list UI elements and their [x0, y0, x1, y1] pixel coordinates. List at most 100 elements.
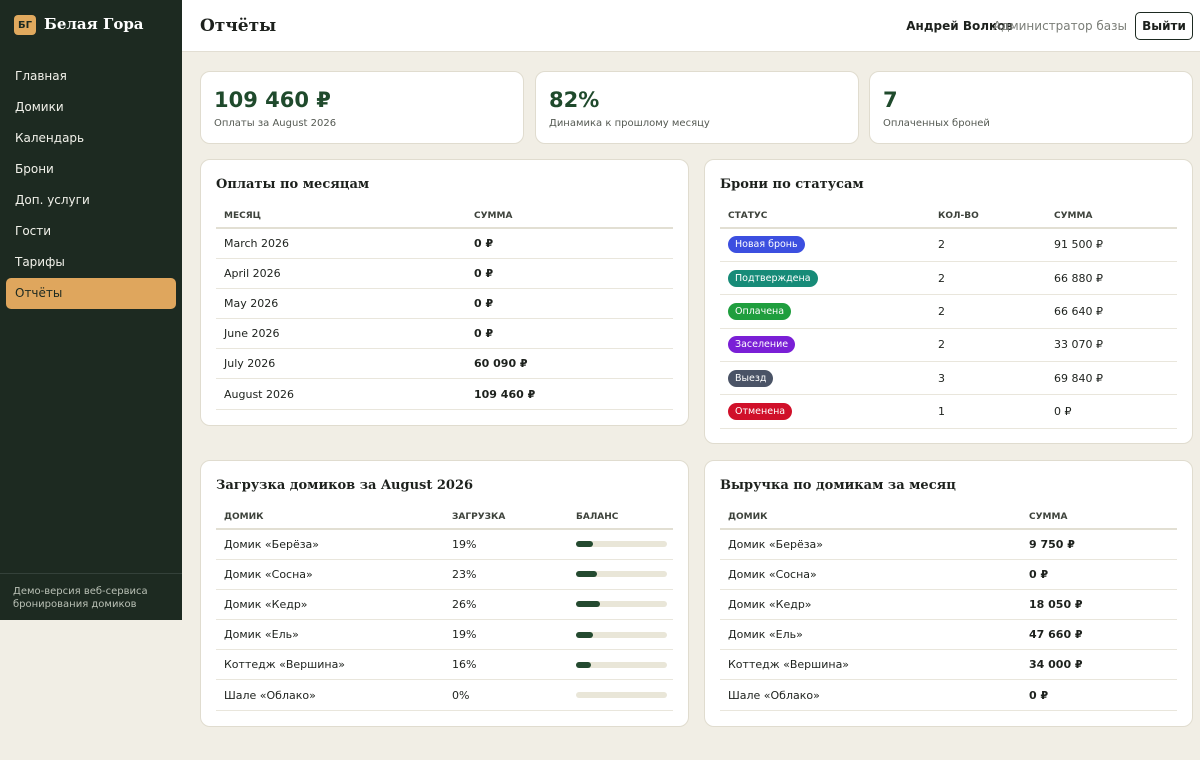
table-cell: 66 880 ₽ — [1046, 261, 1177, 296]
progress-track — [576, 541, 667, 548]
table-cell: Домик «Ель» — [216, 619, 444, 651]
column-header: СУММА — [1046, 204, 1177, 229]
table-cell: 23% — [444, 559, 568, 590]
table-cell: 66 640 ₽ — [1046, 294, 1177, 329]
table-body: Новая бронь 2 91 500 ₽ Подтверждена 2 66 880 … — [720, 228, 1177, 429]
table-row: Шале «Облако» 0 ₽ — [720, 679, 1177, 711]
nav-item[interactable]: Домики — [15, 100, 64, 114]
column-header: ЗАГРУЗКА — [444, 505, 568, 530]
nav-item[interactable]: Доп. услуги — [15, 193, 90, 207]
table-cell: Шале «Облако» — [720, 679, 1021, 711]
stat-label: Оплаты за August 2026 — [214, 118, 337, 129]
table: МЕСЯЦ СУММА March 2026 0 ₽ April 2026 0 ₽ May … — [216, 204, 673, 410]
table-cell: 33 070 ₽ — [1046, 328, 1177, 363]
table-cell: Шале «Облако» — [216, 679, 444, 711]
table-row: Домик «Ель» 19% — [216, 619, 673, 651]
column-header: ДОМИК — [216, 505, 444, 530]
header-row: ДОМИК ЗАГРУЗКА БАЛАНС — [216, 505, 673, 530]
nav-item[interactable]: Тарифы — [15, 255, 65, 269]
table-cell: 34 000 ₽ — [1021, 649, 1177, 681]
table-cell: Домик «Сосна» — [720, 559, 1021, 590]
progress-fill — [576, 541, 594, 548]
table-row: August 2026 109 460 ₽ — [216, 378, 673, 410]
table-cell: 0 ₽ — [466, 288, 673, 320]
table-row: Подтверждена 2 66 880 ₽ — [720, 261, 1177, 296]
table-cell: Домик «Кедр» — [216, 589, 444, 621]
nav-item[interactable]: Главная — [15, 69, 67, 83]
progress-fill — [576, 571, 597, 578]
panel: Выручка по домикам за месяц ДОМИК СУММА Дом… — [704, 460, 1193, 727]
table-body: Домик «Берёза» 19% Домик «Сосна» 23% Домик «… — [216, 529, 673, 711]
table-head: МЕСЯЦ СУММА — [216, 204, 673, 229]
table-cell: 26% — [444, 589, 568, 621]
logout-button[interactable]: Выйти — [1135, 12, 1193, 40]
progress-track — [576, 692, 667, 699]
table-cell: Отменена — [720, 394, 930, 429]
stat-card: 109 460 ₽ Оплаты за August 2026 — [200, 71, 524, 144]
user-name: Андрей Волков — [906, 19, 1013, 33]
user-role: Администратор базы — [993, 19, 1127, 33]
table: СТАТУС КОЛ-ВО СУММА Новая бронь 2 91 500 ₽ Под… — [720, 204, 1177, 429]
table-row: Домик «Сосна» 0 ₽ — [720, 559, 1177, 590]
table-cell: 19% — [444, 619, 568, 651]
status-badge: Заселение — [728, 336, 796, 354]
table-body: Домик «Берёза» 9 750 ₽ Домик «Сосна» 0 ₽ Дом… — [720, 529, 1177, 711]
table-cell: 16% — [444, 649, 568, 681]
table-cell: 2 — [930, 261, 1046, 296]
column-header: КОЛ-ВО — [930, 204, 1046, 229]
nav-item[interactable]: Календарь — [15, 131, 85, 145]
table-row: Домик «Кедр» 26% — [216, 589, 673, 621]
stat-card: 7 Оплаченных броней — [869, 71, 1193, 144]
progress-track — [576, 631, 667, 638]
table-cell: Подтверждена — [720, 261, 930, 296]
table-row: Шале «Облако» 0% — [216, 679, 673, 711]
table-cell: Новая бронь — [720, 228, 930, 262]
column-header: БАЛАНС — [568, 505, 673, 530]
stat-card: 82% Динамика к прошлому месяцу — [535, 71, 859, 144]
table-cell: 0% — [444, 679, 568, 711]
table-row: Домик «Кедр» 18 050 ₽ — [720, 589, 1177, 621]
table-row: April 2026 0 ₽ — [216, 258, 673, 289]
balance-cell — [568, 589, 673, 621]
table-cell: Домик «Кедр» — [720, 589, 1021, 621]
table-cell: Заселение — [720, 328, 930, 363]
sidebar-footer: Демо-версия веб-сервиса бронирования дом… — [0, 573, 182, 622]
nav-item[interactable]: Брони — [15, 162, 54, 176]
column-header: ДОМИК — [720, 505, 1021, 530]
table-row: Новая бронь 2 91 500 ₽ — [720, 228, 1177, 262]
table-cell: 2 — [930, 228, 1046, 262]
panel-title: Оплаты по месяцам — [216, 177, 370, 192]
table-cell: 18 050 ₽ — [1021, 589, 1177, 621]
panel: Брони по статусам СТАТУС КОЛ-ВО СУММА Новая … — [704, 159, 1193, 444]
table-cell: 60 090 ₽ — [466, 348, 673, 380]
column-header: СУММА — [1021, 505, 1177, 530]
table-row: May 2026 0 ₽ — [216, 288, 673, 320]
column-header: МЕСЯЦ — [216, 204, 466, 229]
balance-cell — [568, 529, 673, 560]
table-cell: Оплачена — [720, 294, 930, 329]
status-badge: Новая бронь — [728, 236, 805, 254]
table: ДОМИК СУММА Домик «Берёза» 9 750 ₽ Домик «Со… — [720, 505, 1177, 711]
table-cell: Домик «Берёза» — [720, 529, 1021, 560]
table-cell: June 2026 — [216, 318, 466, 350]
table-head: ДОМИК ЗАГРУЗКА БАЛАНС — [216, 505, 673, 530]
table-cell: 91 500 ₽ — [1046, 228, 1177, 262]
table-cell: 3 — [930, 361, 1046, 396]
panel-title: Брони по статусам — [720, 177, 864, 192]
table-cell: 0 ₽ — [466, 318, 673, 350]
table-row: June 2026 0 ₽ — [216, 318, 673, 350]
table-row: Домик «Берёза» 9 750 ₽ — [720, 529, 1177, 560]
panel: Оплаты по месяцам МЕСЯЦ СУММА March 2026 0 ₽… — [200, 159, 689, 426]
table-cell: 9 750 ₽ — [1021, 529, 1177, 560]
nav-item[interactable]: Гости — [15, 224, 52, 238]
table-row: Оплачена 2 66 640 ₽ — [720, 294, 1177, 329]
table-cell: Домик «Сосна» — [216, 559, 444, 590]
stat-value: 109 460 ₽ — [214, 88, 331, 112]
balance-cell — [568, 559, 673, 590]
nav-item-active[interactable]: Отчёты — [6, 278, 176, 309]
table-row: Выезд 3 69 840 ₽ — [720, 361, 1177, 396]
progress-track — [576, 601, 667, 608]
table-row: Домик «Ель» 47 660 ₽ — [720, 619, 1177, 651]
stat-label: Оплаченных броней — [883, 118, 990, 129]
